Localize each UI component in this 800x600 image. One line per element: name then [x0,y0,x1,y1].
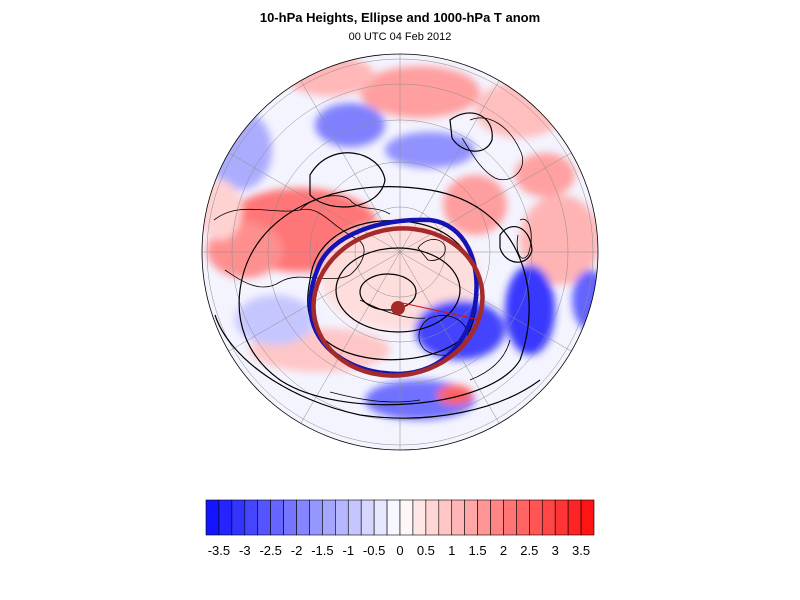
colorbar-tick-label: -3.5 [208,543,230,558]
colorbar-box [270,499,284,536]
colorbar-box [554,499,569,536]
colorbar-box [231,499,246,536]
colorbar-labels: -3.5 -3 -2.5 -2 -1.5 -1 -0.5 0 0.5 1 1.5 2 2.5 3 3.5 [208,543,590,558]
colorbar-box [412,499,427,536]
vortex-ellipse [311,226,485,378]
colorbar-box [205,499,220,536]
colorbar-box [335,499,349,536]
colorbar-box [541,499,556,536]
colorbar-box [529,499,543,536]
colorbar-box [373,499,388,536]
colorbar-box [451,499,465,536]
colorbar-tick-label: -3 [239,543,251,558]
vortex-centroid [391,301,405,315]
colorbar-tick-label: 1 [448,543,455,558]
colorbar-tick-label: -2.5 [259,543,281,558]
colorbar-tick-label: -1 [342,543,354,558]
colorbar-box [503,499,517,536]
colorbar-box [257,499,271,536]
colorbar-tick-label: 0 [396,543,403,558]
colorbar-tick-label: -0.5 [363,543,385,558]
colorbar-boxes [205,499,595,536]
colorbar-box [386,499,401,536]
colorbar-box [425,499,440,536]
colorbar-tick-label: 0.5 [417,543,435,558]
colorbar-box [438,499,453,536]
map-subtitle: 00 UTC 04 Feb 2012 [348,31,452,43]
highlighted-contour [308,217,479,377]
colorbar-box [218,499,233,536]
colorbar-box [283,499,297,536]
colorbar-box [580,499,595,536]
colorbar-box [490,499,504,536]
colorbar-tick-label: 3 [552,543,559,558]
colorbar-box [322,499,336,536]
colorbar-tick-label: 3.5 [572,543,590,558]
polar-map [201,53,599,451]
colorbar-box [347,499,362,536]
colorbar-box [244,499,259,536]
colorbar-box [309,499,323,536]
colorbar-box [296,499,310,536]
colorbar-box [477,499,491,536]
colorbar-tick-label: 2 [500,543,507,558]
colorbar-box [360,499,375,536]
colorbar-box [567,499,582,536]
colorbar-box [464,499,478,536]
colorbar-tick-label: 2.5 [520,543,538,558]
colorbar-box [516,499,530,536]
colorbar-tick-label: 1.5 [469,543,487,558]
ellipse-axis [397,301,481,321]
colorbar-tick-label: -2 [291,543,303,558]
vortex-features [308,217,485,378]
map-title: 10-hPa Heights, Ellipse and 1000-hPa T a… [259,10,541,25]
colorbar-box [399,499,414,536]
globe-outline [201,53,599,451]
colorbar-tick-label: -1.5 [311,543,333,558]
